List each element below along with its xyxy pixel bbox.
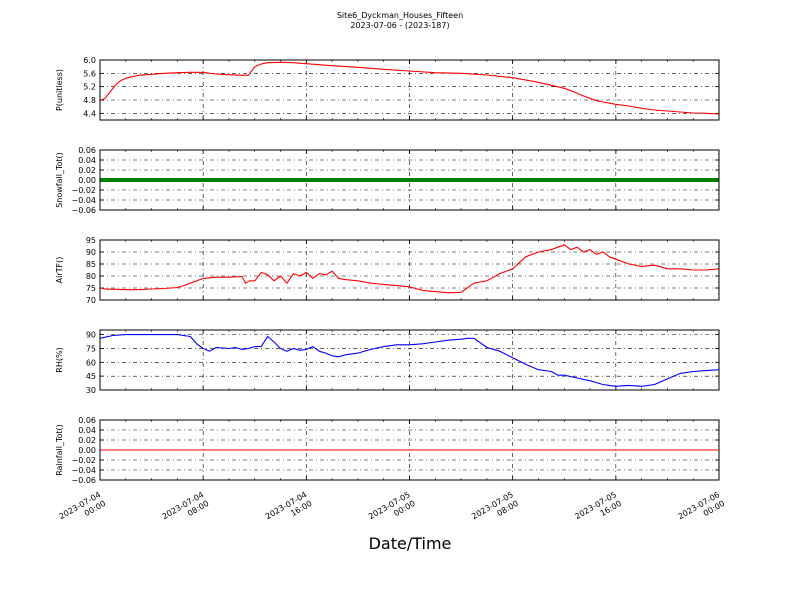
panel-air-temp: 95 90 85 80 75 70 AirTF() [55, 236, 720, 305]
plot-frame [99, 329, 720, 391]
plot-frame [99, 419, 720, 481]
ytick-label: 75 [86, 284, 96, 293]
y-axis-label: Rainfall_Tot() [55, 424, 64, 476]
ytick-label: 0.04 [78, 156, 96, 165]
ytick-label: 0.06 [78, 416, 96, 425]
plot-frame [99, 149, 720, 211]
ytick-label: 75 [86, 344, 96, 353]
ytick-label: 0.04 [78, 426, 96, 435]
y-axis-label: AirTF() [55, 257, 64, 284]
ytick-label: 0.06 [78, 146, 96, 155]
plot-frame [99, 239, 720, 301]
ytick-label: −0.04 [71, 466, 96, 475]
panel-rainfall: 0.060.040.020.00−0.02−0.04−0.06 Rainfall_… [55, 416, 720, 485]
ytick-label: 90 [86, 248, 96, 257]
ytick-label: 0.00 [78, 446, 96, 455]
ytick-label: 45 [86, 372, 96, 381]
y-axis-label: Snowfall_Tot() [55, 152, 64, 208]
y-axis-label: P(unitless) [55, 69, 64, 111]
plot-frame [99, 59, 720, 121]
ytick-label: 5.6 [83, 69, 96, 78]
ytick-label: 0.02 [78, 436, 96, 445]
series-line [99, 334, 720, 387]
panel-snowfall: 0.060.040.020.00−0.02−0.04−0.06 Snowfall_… [55, 146, 720, 215]
ytick-label: −0.04 [71, 196, 96, 205]
ytick-label: 0.00 [78, 176, 96, 185]
ytick-label: 90 [86, 331, 96, 340]
panel-humidity: 90 75 60 45 30 RH(%) [55, 329, 720, 395]
chart-subtitle: 2023-07-06 - (2023-187) [350, 21, 450, 30]
panel-pressure: 6.0 5.6 5.2 4.8 4.4 P(unitless) [55, 56, 720, 121]
ytick-label: −0.02 [71, 186, 96, 195]
ytick-label: −0.02 [71, 456, 96, 465]
ytick-label: 70 [86, 296, 96, 305]
y-axis-label: RH(%) [55, 347, 64, 372]
ytick-label: 95 [86, 236, 96, 245]
ytick-label: 80 [86, 272, 96, 281]
ytick-label: 4.4 [83, 109, 96, 118]
ytick-label: −0.06 [71, 206, 96, 215]
ytick-label: 60 [86, 358, 96, 367]
ytick-label: 5.2 [83, 83, 96, 92]
ytick-label: 6.0 [83, 56, 96, 65]
series-line [99, 244, 720, 294]
ytick-label: 0.02 [78, 166, 96, 175]
series-line [99, 61, 720, 115]
ytick-label: −0.06 [71, 476, 96, 485]
ytick-label: 30 [86, 386, 96, 395]
ytick-label: 4.8 [83, 96, 96, 105]
x-axis-label: Date/Time [368, 534, 452, 553]
chart-title: Site6_Dyckman_Houses_Fifteen [336, 11, 464, 20]
ytick-label: 85 [86, 260, 96, 269]
